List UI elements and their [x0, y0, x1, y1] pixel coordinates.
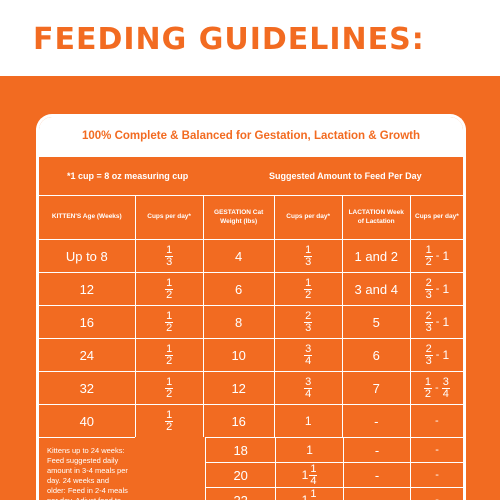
lactation-cups-value: -: [435, 415, 439, 427]
lactation-cups-value: -: [435, 444, 439, 456]
gestation-weight-cell: 10: [202, 339, 274, 371]
suggested-amount-label: Suggested Amount to Feed Per Day: [269, 171, 422, 181]
kitten-age-cell: 24: [79, 347, 95, 363]
top-banner: FEEDING GUIDELINES:: [0, 0, 500, 76]
card-subtitle: 100% Complete & Balanced for Gestation, …: [39, 117, 463, 157]
kitten-age-cell: 32: [79, 380, 95, 396]
gestation-weight-cell: 6: [202, 273, 274, 305]
subheader-bar: *1 cup = 8 oz measuring cup Suggested Am…: [39, 157, 463, 195]
lactation-week-cell: -: [341, 405, 410, 437]
gestation-cups-value: 1: [304, 414, 312, 428]
extra-rows-region: Kittens up to 24 weeks: Feed suggested d…: [39, 437, 463, 500]
table-row: 18 1 - -: [205, 437, 463, 462]
gestation-cups-cell: 114: [275, 488, 342, 500]
lactation-week-cell: 1 and 2: [341, 240, 410, 272]
feeding-grid: KITTEN'S Age (Weeks) Cups per day* GESTATI…: [39, 195, 463, 500]
lactation-cups-cell: -: [410, 463, 463, 487]
lactation-cups-cell: -: [410, 488, 463, 500]
gestation-cups-value: 1: [306, 443, 313, 457]
kitten-age-cell: 16: [79, 314, 95, 330]
column-header: KITTEN'S Age (Weeks): [51, 213, 122, 221]
gestation-cups-cell: 1: [275, 438, 342, 462]
lactation-week-cell: -: [342, 463, 410, 487]
column-header: Cups per day*: [273, 196, 342, 239]
measure-note: *1 cup = 8 oz measuring cup: [67, 171, 189, 181]
lactation-week-cell: 6: [341, 339, 410, 371]
lactation-week-cell: 3 and 4: [341, 273, 410, 305]
page-title: FEEDING GUIDELINES:: [33, 22, 425, 57]
table-row: 20 1 1 4 - -: [205, 462, 463, 487]
lactation-week-cell: -: [342, 438, 410, 462]
column-header: GESTATION Cat Weight (lbs): [202, 196, 274, 239]
kitten-age-cell: Up to 8: [65, 248, 108, 264]
lactation-week-cell: 5: [341, 306, 410, 338]
kitten-age-cell: 12: [79, 281, 95, 297]
lactation-week-cell: -: [342, 488, 410, 500]
gestation-weight-cell: 12: [202, 372, 274, 404]
gestation-weight-cell: 4: [202, 240, 274, 272]
gestation-weight-cell: 20: [205, 463, 275, 487]
gestation-weight-cell: 22: [205, 488, 275, 500]
gestation-cups-value: 114: [301, 487, 318, 500]
column-header: LACTATION Week of Lactation: [341, 196, 410, 239]
lactation-cups-value: -: [435, 494, 439, 500]
lactation-cups-value: -: [435, 469, 439, 481]
lactation-cups-cell: -: [410, 438, 463, 462]
feeding-table-card: 100% Complete & Balanced for Gestation, …: [36, 114, 466, 500]
table-header-row: KITTEN'S Age (Weeks) Cups per day* GESTATI…: [39, 195, 463, 239]
gestation-weight-cell: 16: [202, 405, 274, 437]
lactation-week-cell: 7: [341, 372, 410, 404]
column-header: Cups per day*: [134, 196, 203, 239]
feeding-note: Kittens up to 24 weeks: Feed suggested d…: [39, 437, 135, 500]
table-row: 22 114 - -: [205, 487, 463, 500]
column-header: Cups per day*: [409, 196, 463, 239]
gestation-weight-cell: 18: [205, 438, 275, 462]
table-row: 24 1 2 10 3 4 6 2 3 - 1: [39, 338, 463, 371]
gestation-weight-cell: 8: [202, 306, 274, 338]
kitten-age-cell: 40: [79, 413, 95, 429]
table-row: 40 1 2 16 1 - -: [39, 404, 463, 437]
gestation-cups-cell: 1: [273, 405, 342, 437]
table-row: 16 1 2 8 2 3 5 2 3 - 1: [39, 305, 463, 338]
lactation-cups-cell: -: [409, 405, 463, 437]
